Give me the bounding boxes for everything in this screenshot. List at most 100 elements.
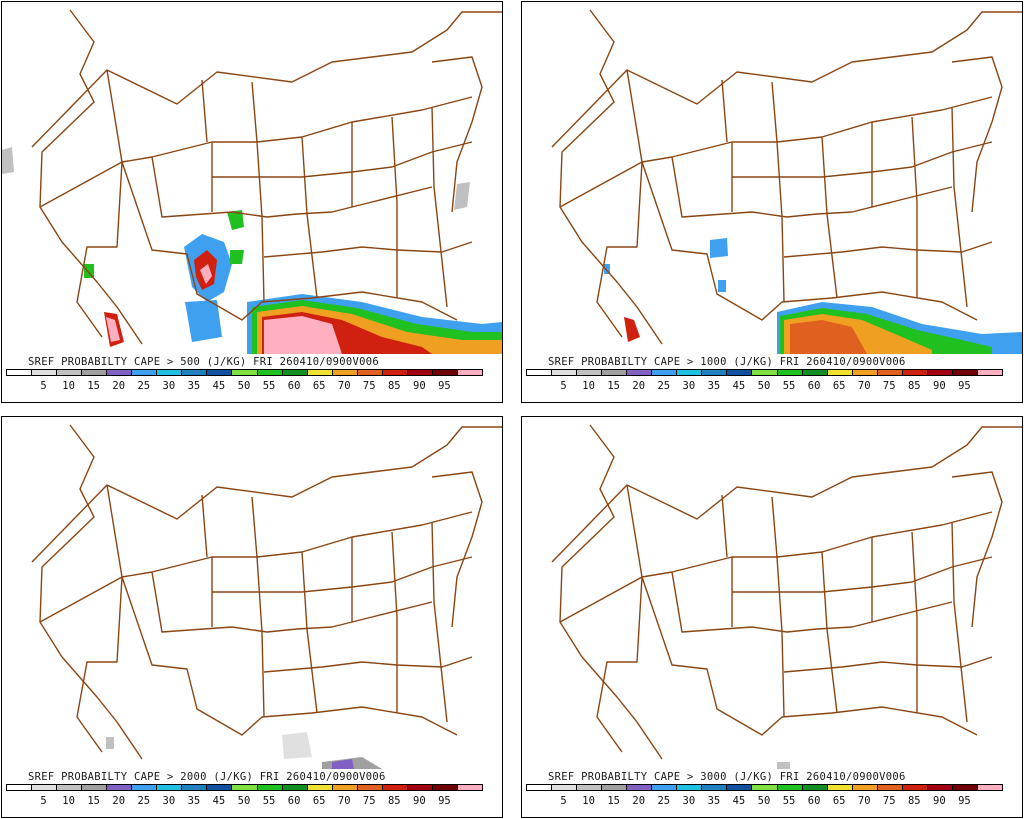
legend-tick-label: 25 (657, 795, 671, 807)
color-legend-ticks: 5 10 15 20 25 30 35 45 50 55 60 65 70 75 85 90 95 (6, 380, 482, 394)
legend-tick-label: 75 (882, 380, 896, 392)
legend-tick-label: 95 (438, 380, 451, 392)
legend-swatch (81, 369, 108, 376)
legend-tick-label: 60 (807, 380, 821, 392)
legend-tick-label: 60 (807, 795, 821, 807)
legend-tick-label: 5 (40, 380, 47, 392)
legend-tick-label: 85 (387, 795, 401, 807)
legend-tick-label: 25 (137, 795, 151, 807)
legend-swatch (256, 369, 283, 376)
legend-swatch (676, 369, 703, 376)
legend-tick-label: 65 (312, 380, 326, 392)
map-panel-cape-500: SREF PROBABILTY CAPE > 500 (J/KG) FRI 26… (1, 1, 503, 403)
legend-swatch (156, 369, 183, 376)
legend-swatch (851, 369, 878, 376)
map-title: SREF PROBABILTY CAPE > 500 (J/KG) FRI 26… (28, 356, 379, 368)
legend-tick-label: 20 (112, 380, 126, 392)
legend-swatch (651, 784, 678, 791)
legend-swatch (876, 369, 903, 376)
legend-swatch (106, 784, 133, 791)
legend-tick-label: 30 (162, 795, 176, 807)
legend-swatch (356, 369, 383, 376)
map-title: SREF PROBABILTY CAPE > 1000 (J/KG) FRI 2… (548, 356, 906, 368)
color-legend-bar (526, 784, 1003, 791)
legend-tick-label: 85 (907, 795, 921, 807)
legend-tick-label: 85 (387, 380, 401, 392)
legend-tick-label: 95 (438, 795, 451, 807)
legend-swatch (751, 784, 778, 791)
legend-tick-label: 20 (632, 380, 646, 392)
legend-tick-label: 55 (782, 380, 796, 392)
legend-swatch (56, 784, 83, 791)
legend-swatch (306, 784, 333, 791)
legend-tick-label: 90 (413, 795, 426, 807)
legend-tick-label: 35 (707, 795, 721, 807)
legend-swatch (901, 369, 928, 376)
legend-swatch (381, 784, 408, 791)
state-borders (551, 424, 1022, 760)
cape-500-map (2, 9, 502, 354)
legend-swatch (206, 369, 233, 376)
legend-swatch (431, 784, 458, 791)
legend-swatch (281, 369, 308, 376)
color-legend-ticks: 5 10 15 20 25 30 35 45 50 55 60 65 70 75 85 90 95 (6, 795, 482, 809)
legend-swatch (776, 369, 803, 376)
legend-tick-label: 75 (362, 380, 376, 392)
cape-1000-map (551, 9, 1022, 354)
legend-swatch (726, 369, 753, 376)
legend-tick-label: 25 (137, 380, 151, 392)
map-panel-cape-1000: SREF PROBABILTY CAPE > 1000 (J/KG) FRI 2… (521, 1, 1023, 403)
color-legend-ticks: 5 10 15 20 25 30 35 45 50 55 60 65 70 75 85 90 95 (526, 795, 1002, 809)
legend-tick-label: 10 (582, 795, 595, 807)
legend-swatch (131, 784, 158, 791)
color-legend-bar (6, 784, 483, 791)
legend-swatch (526, 784, 553, 791)
legend-swatch (601, 784, 628, 791)
legend-tick-label: 65 (832, 380, 846, 392)
legend-tick-label: 95 (958, 795, 971, 807)
legend-tick-label: 5 (560, 380, 567, 392)
legend-tick-label: 30 (682, 380, 696, 392)
legend-swatch (6, 784, 33, 791)
legend-tick-label: 50 (757, 380, 771, 392)
legend-swatch (926, 369, 953, 376)
legend-swatch (331, 369, 358, 376)
state-borders (31, 424, 502, 760)
legend-swatch (526, 369, 553, 376)
legend-tick-label: 45 (732, 795, 746, 807)
legend-swatch (181, 369, 208, 376)
legend-swatch (6, 369, 33, 376)
legend-swatch (576, 369, 603, 376)
legend-swatch (926, 784, 953, 791)
legend-tick-label: 35 (707, 380, 721, 392)
legend-tick-label: 55 (262, 795, 276, 807)
cape-3000-map (551, 424, 1022, 769)
legend-tick-label: 50 (757, 795, 771, 807)
legend-swatch (801, 784, 828, 791)
legend-tick-label: 20 (632, 795, 646, 807)
legend-tick-label: 90 (933, 795, 946, 807)
legend-swatch (676, 784, 703, 791)
legend-swatch (726, 784, 753, 791)
legend-swatch (381, 369, 408, 376)
legend-tick-label: 70 (337, 380, 351, 392)
map-panel-cape-2000: SREF PROBABILTY CAPE > 2000 (J/KG) FRI 2… (1, 416, 503, 818)
legend-tick-label: 10 (62, 380, 75, 392)
legend-tick-label: 20 (112, 795, 126, 807)
legend-tick-label: 5 (40, 795, 47, 807)
legend-swatch (826, 369, 853, 376)
legend-swatch (976, 369, 1003, 376)
legend-swatch (776, 784, 803, 791)
legend-tick-label: 50 (237, 380, 251, 392)
legend-swatch (601, 369, 628, 376)
legend-tick-label: 90 (933, 380, 946, 392)
legend-tick-label: 15 (87, 795, 100, 807)
legend-tick-label: 85 (907, 380, 921, 392)
legend-tick-label: 75 (362, 795, 376, 807)
probability-fill (106, 732, 382, 769)
state-borders (31, 9, 502, 345)
legend-swatch (551, 369, 578, 376)
legend-tick-label: 45 (732, 380, 746, 392)
legend-tick-label: 60 (287, 795, 301, 807)
legend-swatch (701, 369, 728, 376)
